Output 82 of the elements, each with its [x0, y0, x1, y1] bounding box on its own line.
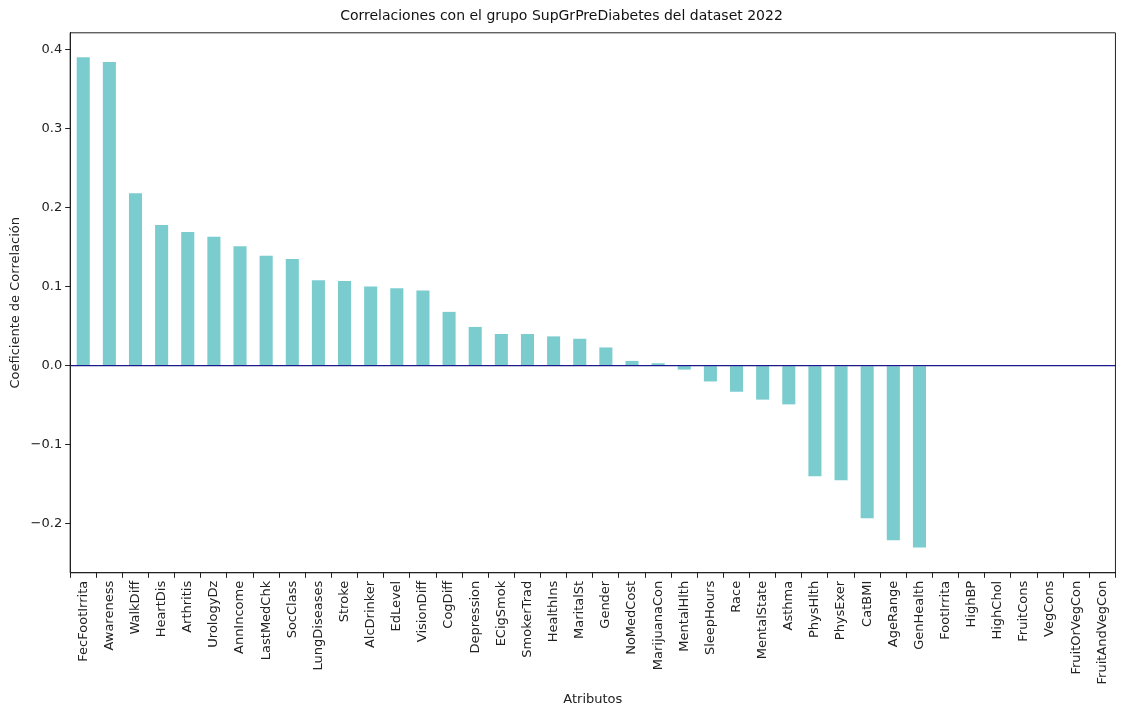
bar	[416, 290, 430, 366]
bar	[259, 255, 273, 366]
bar	[128, 193, 143, 366]
bar	[782, 366, 796, 405]
x-tick-label: MaritalSt	[571, 580, 587, 639]
x-tick-label: Depression	[466, 580, 482, 654]
x-tick-label: VegCons	[1041, 580, 1057, 637]
x-tick-label: MarijuanaCon	[649, 580, 665, 671]
bar	[338, 281, 352, 366]
x-tick-label: Stroke	[335, 580, 351, 623]
y-tick-label: 0.1	[41, 277, 63, 293]
x-tick-label: SocClass	[283, 580, 299, 639]
bar	[677, 366, 691, 370]
y-tick-label: 0.3	[41, 119, 63, 135]
x-tick-label: FruitOrVegCon	[1067, 580, 1083, 675]
bar	[494, 334, 508, 366]
x-tick-label: GenHealth	[910, 580, 926, 650]
x-tick-label: Arthritis	[179, 580, 195, 633]
x-tick-label: HealthIns	[544, 580, 560, 643]
bar	[364, 286, 378, 366]
x-tick-label: FecFootIrrita	[74, 580, 90, 662]
x-tick-label: VisionDiff	[414, 579, 430, 643]
y-tick-label: −0.1	[30, 436, 63, 452]
bar	[155, 224, 169, 366]
bar	[860, 366, 874, 519]
bar	[756, 366, 770, 400]
bar	[834, 366, 848, 481]
x-tick-label: FruitAndVegCon	[1093, 580, 1109, 685]
bar	[311, 280, 325, 366]
bar	[808, 366, 822, 477]
x-tick-label: PhysExer	[832, 580, 848, 641]
x-tick-label: LastMedChk	[257, 580, 273, 661]
bar	[285, 258, 299, 366]
x-tick-label: ECigSmok	[492, 580, 508, 647]
bar	[181, 232, 195, 366]
x-tick-label: FootIrrita	[936, 580, 952, 640]
bar	[102, 62, 116, 366]
y-tick-label: 0.2	[41, 198, 63, 214]
bar	[468, 326, 482, 366]
y-tick-label: 0.4	[41, 40, 63, 56]
x-tick-label: Race	[727, 580, 743, 613]
x-tick-label: Gender	[597, 580, 613, 629]
bar	[730, 366, 744, 392]
bar	[76, 57, 90, 366]
x-tick-label: MentalHlth	[675, 580, 691, 652]
bar	[207, 236, 221, 366]
x-tick-label: SmokerTrad	[518, 580, 534, 658]
bar	[573, 338, 587, 366]
x-tick-label: MentalState	[754, 580, 770, 660]
x-tick-label: LungDiseases	[309, 580, 325, 671]
x-tick-label: NoMedCost	[623, 580, 639, 655]
x-tick-label: AgeRange	[884, 580, 900, 648]
bar	[599, 347, 613, 366]
x-tick-label: AnnIncome	[231, 580, 247, 655]
x-tick-label: WalkDiff	[126, 579, 142, 635]
bar	[547, 336, 561, 366]
x-tick-label: CatBMI	[858, 580, 874, 627]
x-tick-label: AlcDrinker	[362, 580, 378, 649]
y-tick-label: −0.2	[30, 515, 63, 531]
x-tick-label: Awareness	[100, 580, 116, 651]
x-tick-label: UrologyDz	[205, 580, 221, 648]
x-tick-label: HighBP	[963, 580, 979, 628]
bar	[703, 366, 717, 382]
x-tick-label: Asthma	[780, 580, 796, 631]
bar	[912, 366, 926, 548]
x-tick-label: HighChol	[989, 580, 1005, 640]
chart-title: Correlaciones con el grupo SupGrPreDiabetes del dataset 2022	[340, 7, 783, 24]
bar	[625, 360, 639, 366]
x-tick-label: FruitCons	[1015, 580, 1031, 642]
bar	[886, 366, 900, 541]
bar	[233, 246, 247, 366]
bar	[520, 334, 535, 366]
bar	[390, 288, 404, 366]
y-axis-title: Coeficiente de Correlación	[7, 217, 23, 389]
bar	[442, 311, 456, 366]
x-tick-label: CogDiff	[440, 579, 456, 629]
x-tick-label: PhysHlth	[806, 580, 822, 639]
y-tick-label: 0.0	[41, 357, 63, 373]
x-tick-label: SleepHours	[701, 580, 717, 655]
x-tick-label: HeartDis	[153, 580, 168, 638]
x-axis-title: Atributos	[563, 690, 623, 706]
x-tick-label: EdLevel	[388, 580, 404, 632]
